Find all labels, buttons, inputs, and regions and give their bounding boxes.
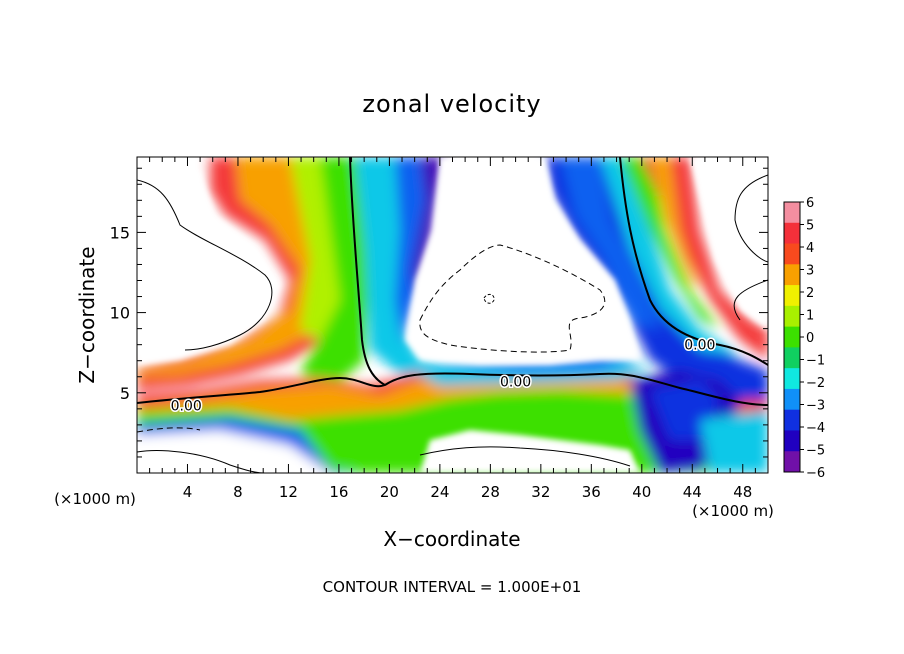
colorbar-tick-label: 4 — [806, 241, 814, 256]
colorbar-swatch — [784, 451, 800, 473]
x-unit-label: (×1000 m) — [54, 490, 136, 508]
x-axis-title: X−coordinate — [383, 527, 520, 551]
colorbar-swatch — [784, 430, 800, 452]
contour-labels: 0.00 0.00 0.00 — [169, 336, 717, 416]
x-tick-label: 12 — [279, 483, 298, 501]
x-tick-label: 48 — [733, 483, 752, 501]
y-tick-label: 10 — [110, 304, 130, 323]
colorbar-swatch — [784, 264, 800, 286]
colorbar-swatch — [784, 388, 800, 411]
x-axis: 4 8 12 16 20 24 28 32 36 40 44 48 — [149, 157, 756, 501]
colorbar-swatch — [784, 243, 800, 265]
colorbar: 6 5 4 3 2 1 0 −1 −2 −3 −4 −5 −6 — [783, 196, 825, 481]
x-unit-label-right: (×1000 m) — [692, 502, 774, 520]
colorbar-tick-label: 5 — [806, 219, 814, 234]
x-tick-label: 20 — [380, 483, 399, 501]
colorbar-swatch — [784, 326, 800, 348]
chart-title: zonal velocity — [362, 90, 541, 118]
x-tick-label: 28 — [481, 483, 500, 501]
colorbar-swatch — [784, 368, 800, 390]
contour-label: 0.00 — [684, 338, 715, 354]
colorbar-tick-label: 3 — [806, 264, 814, 279]
colorbar-swatch — [784, 305, 800, 328]
colorbar-tick-label: −2 — [806, 376, 825, 391]
y-axis-title: Z−coordinate — [75, 246, 99, 383]
velocity-field — [137, 157, 768, 473]
colorbar-swatch — [784, 347, 800, 369]
x-tick-label: 40 — [632, 483, 651, 501]
y-axis: 5 10 15 — [110, 167, 768, 458]
colorbar-tick-label: 1 — [806, 309, 814, 324]
colorbar-tick-label: 6 — [806, 196, 814, 211]
colorbar-swatch — [784, 285, 800, 307]
x-tick-label: 24 — [430, 483, 449, 501]
y-tick-label: 5 — [120, 384, 130, 403]
contour-label: 0.00 — [500, 375, 531, 391]
colorbar-swatch — [784, 409, 800, 431]
x-tick-label: 32 — [531, 483, 550, 501]
x-tick-label: 36 — [582, 483, 601, 501]
colorbar-tick-label: −4 — [806, 421, 825, 436]
colorbar-tick-label: −5 — [806, 444, 825, 459]
colorbar-swatch — [784, 222, 800, 245]
colorbar-tick-label: 2 — [806, 286, 814, 301]
contour-label: 0.00 — [171, 399, 202, 415]
y-tick-label: 15 — [110, 223, 130, 242]
colorbar-tick-label: −1 — [806, 354, 825, 369]
contour-lines — [137, 157, 768, 473]
x-tick-label: 4 — [183, 483, 193, 501]
x-tick-label: 16 — [329, 483, 348, 501]
contour-interval-footer: CONTOUR INTERVAL = 1.000E+01 — [323, 578, 582, 596]
colorbar-tick-label: 0 — [806, 331, 814, 346]
colorbar-tick-label: −3 — [806, 399, 825, 414]
colorbar-tick-label: −6 — [806, 466, 825, 481]
colorbar-swatch — [784, 202, 800, 224]
x-tick-label: 44 — [683, 483, 702, 501]
x-tick-label: 8 — [233, 483, 243, 501]
